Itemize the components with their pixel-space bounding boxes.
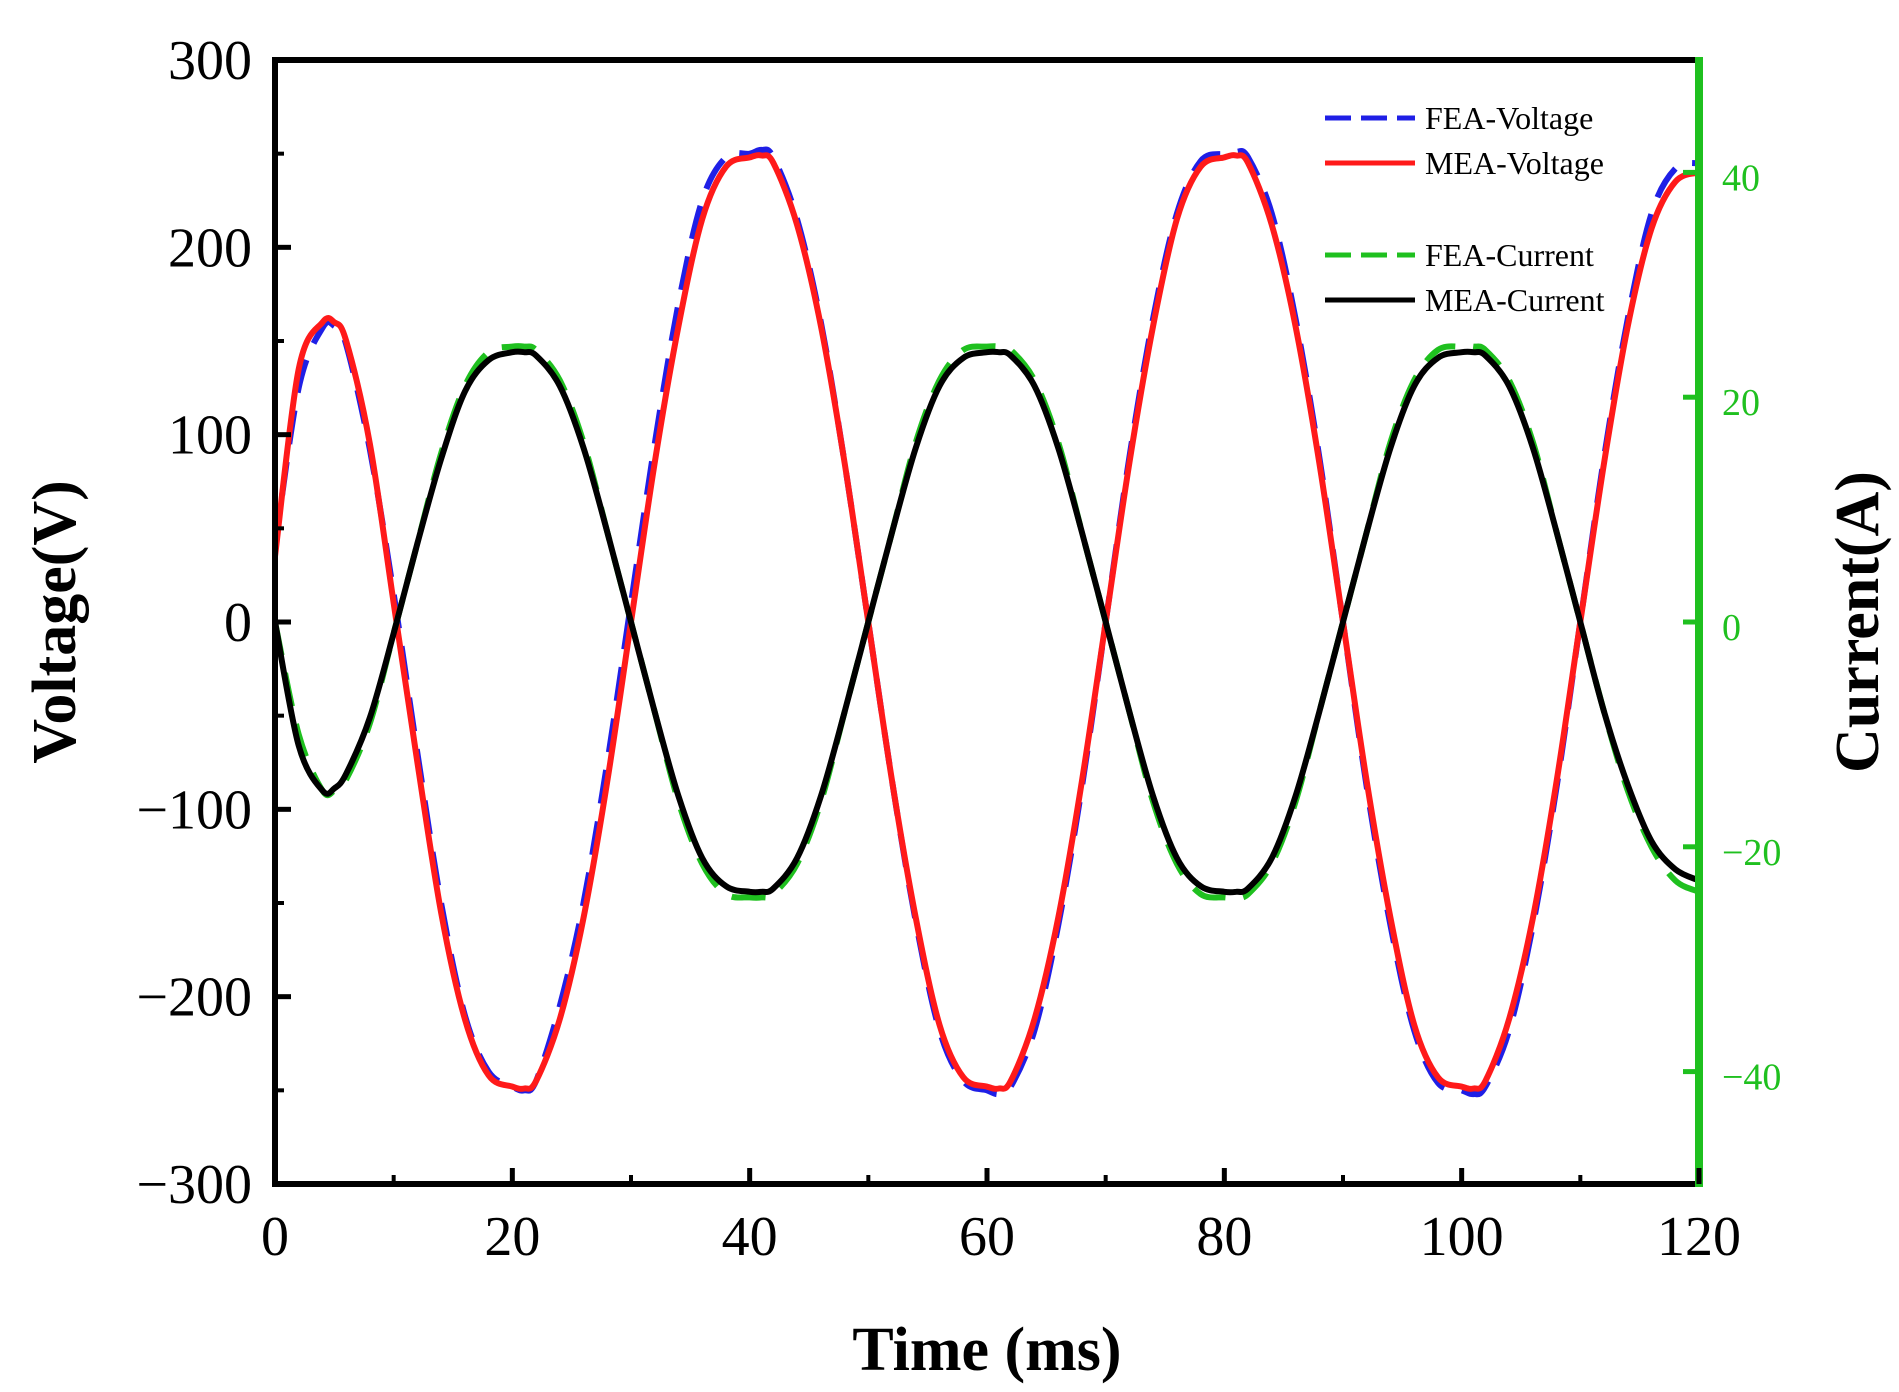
y-tick-label: −200	[136, 967, 252, 1029]
y-tick-label: 100	[168, 405, 252, 467]
y-tick-label: 200	[168, 217, 252, 279]
y-axis-title: Voltage(V)	[21, 480, 89, 764]
y2-tick-label: 0	[1722, 607, 1741, 649]
y2-tick-label: 20	[1722, 382, 1760, 424]
series-layer	[275, 146, 1699, 1098]
y-axis-left: −300 −200 −100 0 100 200 300	[136, 30, 291, 1216]
y2-tick-label: −40	[1722, 1057, 1781, 1099]
x-tick-label: 60	[959, 1206, 1015, 1268]
x-tick-label: 120	[1657, 1206, 1741, 1268]
x-tick-label: 20	[484, 1206, 540, 1268]
legend-label-mea-current: MEA-Current	[1425, 282, 1605, 318]
legend: FEA-Voltage MEA-Voltage FEA-Current MEA-Cur…	[1325, 100, 1605, 318]
x-tick-label: 0	[261, 1206, 289, 1268]
x-axis-title: Time (ms)	[852, 1316, 1121, 1384]
y-tick-label: 0	[224, 592, 252, 654]
series-mea-current-line	[275, 348, 1699, 896]
series-fea-voltage-line	[275, 146, 1699, 1098]
y2-axis-title: Current(A)	[1824, 471, 1892, 773]
y2-tick-label: −20	[1722, 832, 1781, 874]
y-tick-label: −100	[136, 779, 252, 841]
x-axis: 0 20 40 60 80 100 120	[261, 1168, 1741, 1268]
legend-label-mea-voltage: MEA-Voltage	[1425, 145, 1604, 181]
legend-label-fea-current: FEA-Current	[1425, 237, 1594, 273]
series-mea-voltage-line	[275, 152, 1699, 1092]
y-tick-label: 300	[168, 30, 252, 92]
y-axis-right: −40 −20 0 20 40	[1683, 157, 1781, 1099]
series-fea-current-line	[275, 343, 1699, 901]
x-tick-label: 80	[1196, 1206, 1252, 1268]
y2-tick-label: 40	[1722, 157, 1760, 199]
x-tick-label: 100	[1420, 1206, 1504, 1268]
plot-frame	[272, 57, 1702, 1187]
y-tick-label: −300	[136, 1154, 252, 1216]
x-tick-label: 40	[722, 1206, 778, 1268]
legend-label-fea-voltage: FEA-Voltage	[1425, 100, 1593, 136]
